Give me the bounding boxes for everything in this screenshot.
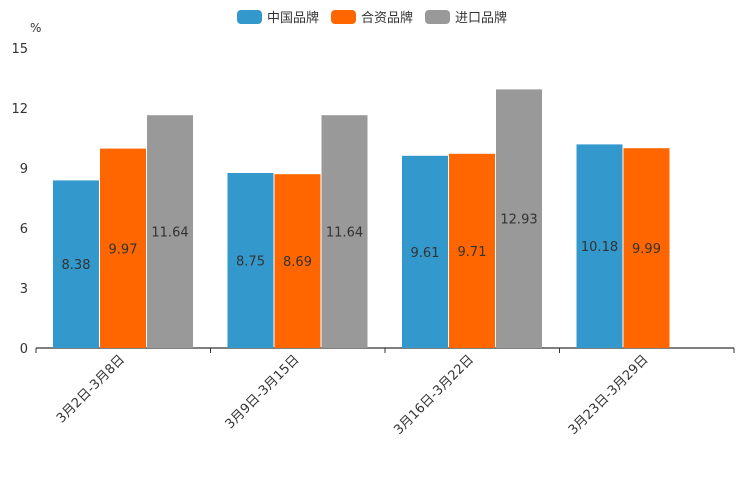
x-tick-label: 3月2日-3月8日 (54, 352, 128, 426)
bar (227, 173, 274, 348)
bar (147, 115, 193, 348)
legend-item-import[interactable]: 进口品牌 (425, 7, 507, 26)
bar (321, 115, 368, 348)
legend-label-import: 进口品牌 (455, 11, 508, 26)
bar-data-label: 11.64 (326, 226, 363, 241)
legend: 中国品牌 合资品牌 进口品牌 (0, 7, 744, 26)
bar (402, 155, 448, 348)
bar (53, 180, 99, 348)
bar-data-label: 8.69 (283, 255, 312, 270)
bar-data-label: 11.64 (151, 226, 188, 241)
x-tick-label: 3月16日-3月22日 (391, 352, 477, 438)
legend-swatch-china (236, 9, 262, 24)
bar (496, 89, 542, 349)
x-tick-label: 3月9日-3月15日 (223, 352, 303, 432)
legend-label-joint: 合资品牌 (360, 11, 413, 26)
legend-item-joint[interactable]: 合资品牌 (330, 7, 413, 26)
bar-data-label: 9.99 (632, 242, 661, 257)
bar-data-label: 9.61 (411, 246, 440, 261)
x-tick-label: 3月23日-3月29日 (566, 352, 652, 438)
bar-data-label: 10.18 (581, 240, 618, 255)
bar-data-label: 9.97 (109, 242, 138, 257)
bar (100, 148, 146, 348)
bar-data-label: 8.75 (236, 255, 265, 270)
bar (576, 144, 623, 348)
bar (623, 148, 670, 348)
y-tick-label: 12 (11, 102, 28, 117)
legend-label-china: 中国品牌 (266, 11, 319, 26)
y-tick-label: 15 (11, 42, 28, 57)
y-axis-unit: % (30, 21, 42, 35)
bar-data-label: 8.38 (62, 258, 91, 273)
y-tick-label: 6 (20, 222, 28, 237)
bar (449, 153, 495, 348)
legend-item-china[interactable]: 中国品牌 (236, 7, 319, 26)
bar (274, 174, 321, 348)
legend-swatch-joint (330, 9, 356, 24)
bar-data-label: 9.71 (458, 245, 487, 260)
bar-data-label: 12.93 (500, 213, 537, 228)
legend-swatch-import (425, 9, 450, 24)
y-tick-label: 9 (20, 162, 28, 177)
y-tick-label: 0 (20, 342, 28, 357)
y-tick-label: 3 (20, 282, 28, 297)
